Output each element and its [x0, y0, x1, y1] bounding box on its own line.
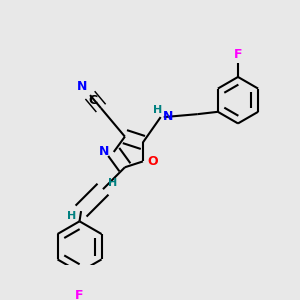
Text: H: H	[153, 105, 162, 115]
Text: N: N	[76, 80, 87, 93]
Text: C: C	[89, 94, 98, 106]
Text: N: N	[99, 146, 109, 158]
Text: F: F	[234, 47, 242, 61]
Text: H: H	[108, 178, 117, 188]
Text: O: O	[148, 155, 158, 168]
Text: N: N	[163, 110, 173, 123]
Text: F: F	[75, 289, 84, 300]
Text: H: H	[67, 211, 76, 221]
